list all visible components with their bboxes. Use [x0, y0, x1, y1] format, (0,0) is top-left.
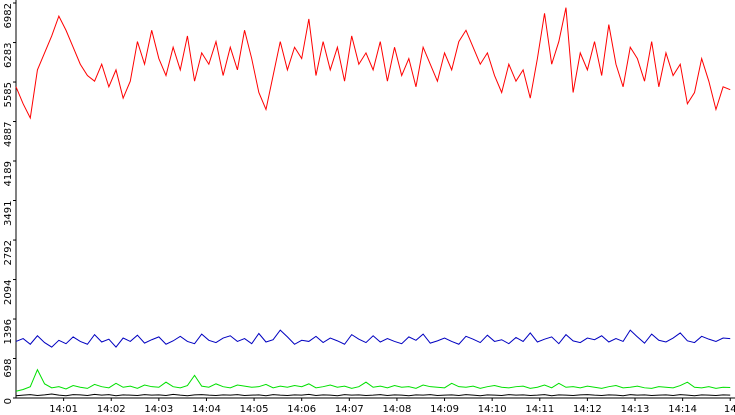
y-tick-label: 0 — [3, 398, 14, 404]
y-tick-label: 698 — [3, 359, 14, 378]
y-tick-label: 2094 — [3, 280, 14, 305]
x-tick-label: 14:01 — [49, 404, 78, 415]
series-line — [15, 7, 731, 120]
x-tick-label: 14:14 — [668, 404, 697, 415]
x-tick-label: 14:09 — [430, 404, 459, 415]
x-tick-label: 14:07 — [335, 404, 364, 415]
y-tick-label: 6283 — [3, 43, 14, 68]
series-line — [15, 329, 731, 348]
y-tick-label: 2792 — [3, 240, 14, 265]
x-tick-label: 14:08 — [383, 404, 412, 415]
x-tick-label: 14:05 — [240, 404, 269, 415]
series-line — [15, 368, 731, 392]
x-tick-label: 14:02 — [97, 404, 126, 415]
y-tick-label: 4189 — [3, 161, 14, 186]
x-tick-label: 14:11 — [525, 404, 554, 415]
x-tick-label: 14:03 — [144, 404, 173, 415]
y-tick-label: 6982 — [3, 3, 14, 28]
x-tick-label: 14:13 — [621, 404, 650, 415]
x-tick-label: 14:10 — [478, 404, 507, 415]
x-tick-label: 14:12 — [573, 404, 602, 415]
x-tick-label: 14:06 — [287, 404, 316, 415]
y-tick-label: 5585 — [3, 82, 14, 107]
y-tick-label: 1396 — [3, 319, 14, 344]
y-tick-label: 4887 — [3, 122, 14, 147]
x-tick-label: 14:04 — [192, 404, 221, 415]
series-line — [15, 393, 731, 397]
x-tick-label: 14 — [724, 404, 735, 415]
y-tick-label: 3491 — [3, 201, 14, 226]
